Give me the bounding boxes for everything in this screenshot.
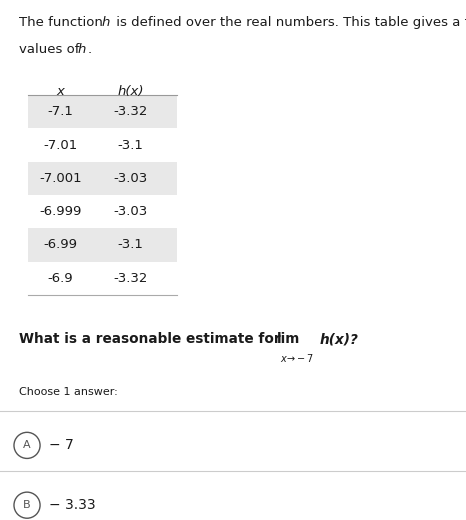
Text: lim: lim (277, 332, 301, 346)
Text: -3.1: -3.1 (117, 239, 144, 252)
Text: − 7: − 7 (49, 438, 74, 452)
Text: -6.9: -6.9 (48, 271, 73, 285)
Text: -3.32: -3.32 (113, 106, 148, 119)
Text: A: A (23, 440, 31, 450)
Text: -6.99: -6.99 (44, 239, 77, 252)
Text: x: x (57, 85, 64, 98)
Text: -7.01: -7.01 (43, 139, 78, 152)
Text: is defined over the real numbers. This table gives a few: is defined over the real numbers. This t… (112, 16, 466, 29)
Text: The function: The function (19, 16, 107, 29)
Text: − 3.33: − 3.33 (49, 498, 96, 512)
Text: B: B (23, 500, 31, 510)
Text: h(x)?: h(x)? (319, 332, 358, 346)
Text: -7.1: -7.1 (48, 106, 74, 119)
Text: -3.03: -3.03 (113, 205, 148, 218)
Bar (28, 162, 177, 195)
Text: h(x): h(x) (117, 85, 144, 98)
Text: $x\!\to\!-7$: $x\!\to\!-7$ (280, 352, 314, 364)
Text: h: h (102, 16, 110, 29)
Bar (28, 95, 177, 128)
Text: Choose 1 answer:: Choose 1 answer: (19, 387, 117, 397)
Text: -3.03: -3.03 (113, 172, 148, 185)
Text: -3.32: -3.32 (113, 271, 148, 285)
Text: What is a reasonable estimate for: What is a reasonable estimate for (19, 332, 285, 346)
Bar (28, 228, 177, 262)
Text: -6.999: -6.999 (40, 205, 82, 218)
Text: -7.001: -7.001 (39, 172, 82, 185)
Text: h: h (78, 43, 86, 56)
Text: values of: values of (19, 43, 83, 56)
Text: -3.1: -3.1 (117, 139, 144, 152)
Text: .: . (88, 43, 92, 56)
